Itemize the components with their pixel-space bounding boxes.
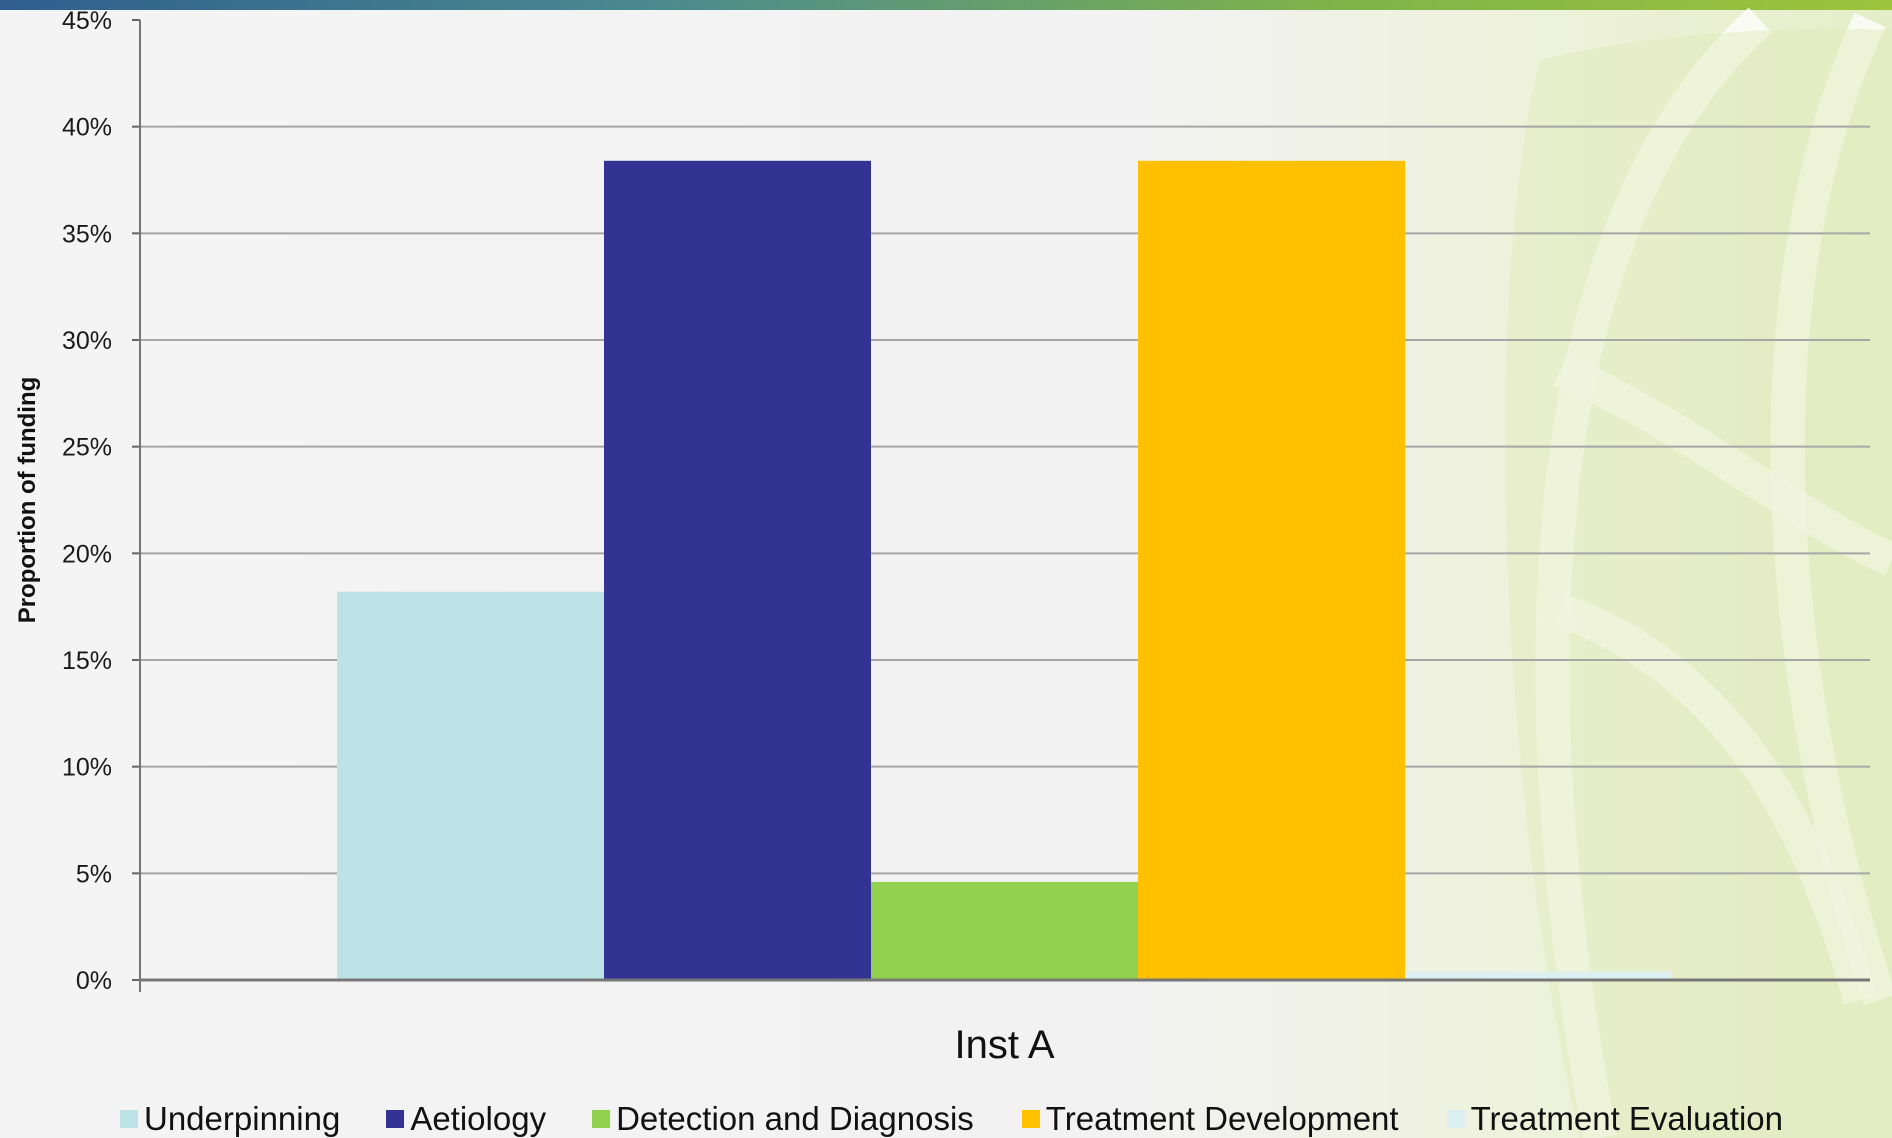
bar-treatment-evaluation (1405, 971, 1672, 980)
y-tick-label: 30% (62, 327, 112, 355)
legend-item-treatment-evaluation: Treatment Evaluation (1446, 1100, 1784, 1138)
bar-treatment-development (1138, 160, 1405, 981)
y-tick-label: 5% (76, 860, 112, 888)
y-tick-label: 20% (62, 540, 112, 568)
y-tick-label: 15% (62, 647, 112, 675)
bar-detection-and-diagnosis (871, 881, 1138, 980)
y-axis-label: Proportion of funding (14, 377, 41, 624)
legend-label: Underpinning (144, 1100, 341, 1137)
y-tick-label: 10% (62, 754, 112, 782)
legend-label: Treatment Development (1045, 1100, 1399, 1137)
legend-swatch (386, 1110, 405, 1128)
x-category-labels: Inst A (954, 1023, 1054, 1067)
legend-swatch (1021, 1110, 1040, 1128)
gridlines (140, 125, 1870, 875)
legend-item-aetiology: Aetiology (386, 1100, 546, 1138)
x-category-label: Inst A (954, 1023, 1054, 1067)
y-tick-labels: 0% 5% 10% 15% 20% 25% 30% 35% 40% 45% (62, 7, 112, 995)
y-tick-label: 0% (76, 967, 112, 995)
legend-swatch (1446, 1110, 1465, 1128)
y-tick-label: 25% (62, 434, 112, 462)
legend-item-treatment-development: Treatment Development (1021, 1100, 1399, 1138)
legend-item-underpinning: Underpinning (120, 1100, 340, 1138)
bar-aetiology (604, 160, 871, 981)
y-tick-label: 40% (62, 114, 112, 142)
bars (337, 160, 1672, 981)
top-accent-band (0, 0, 1892, 10)
y-tick-label: 35% (62, 220, 112, 248)
legend-swatch (120, 1110, 138, 1128)
legend: Underpinning Aetiology Detection and Diagn… (120, 1100, 1783, 1138)
legend-label: Treatment Evaluation (1470, 1100, 1784, 1137)
bar-underpinning (337, 591, 604, 980)
axes (132, 19, 1870, 992)
y-tick-label: 45% (62, 7, 112, 35)
legend-label: Detection and Diagnosis (616, 1100, 974, 1137)
legend-item-detection-and-diagnosis: Detection and Diagnosis (592, 1100, 974, 1138)
legend-label: Aetiology (410, 1100, 547, 1137)
legend-swatch (592, 1110, 611, 1128)
